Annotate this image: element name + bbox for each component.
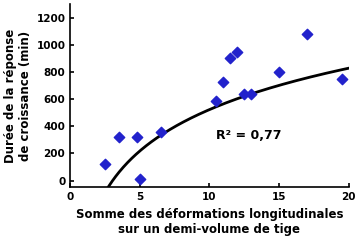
Y-axis label: Durée de la réponse
de croissance (min): Durée de la réponse de croissance (min)	[4, 29, 32, 163]
Point	[213, 99, 219, 102]
Point	[102, 162, 108, 166]
Point	[116, 135, 122, 139]
Point	[339, 77, 345, 81]
Point	[134, 135, 140, 139]
Point	[304, 32, 310, 36]
Point	[137, 177, 143, 181]
X-axis label: Somme des déformations longitudinales
sur un demi-volume de tige: Somme des déformations longitudinales su…	[76, 208, 343, 236]
Point	[248, 92, 254, 96]
Point	[228, 57, 233, 60]
Text: R² = 0,77: R² = 0,77	[216, 129, 282, 142]
Point	[276, 70, 282, 74]
Point	[241, 92, 247, 96]
Point	[158, 130, 163, 134]
Point	[220, 80, 226, 84]
Point	[234, 50, 240, 54]
